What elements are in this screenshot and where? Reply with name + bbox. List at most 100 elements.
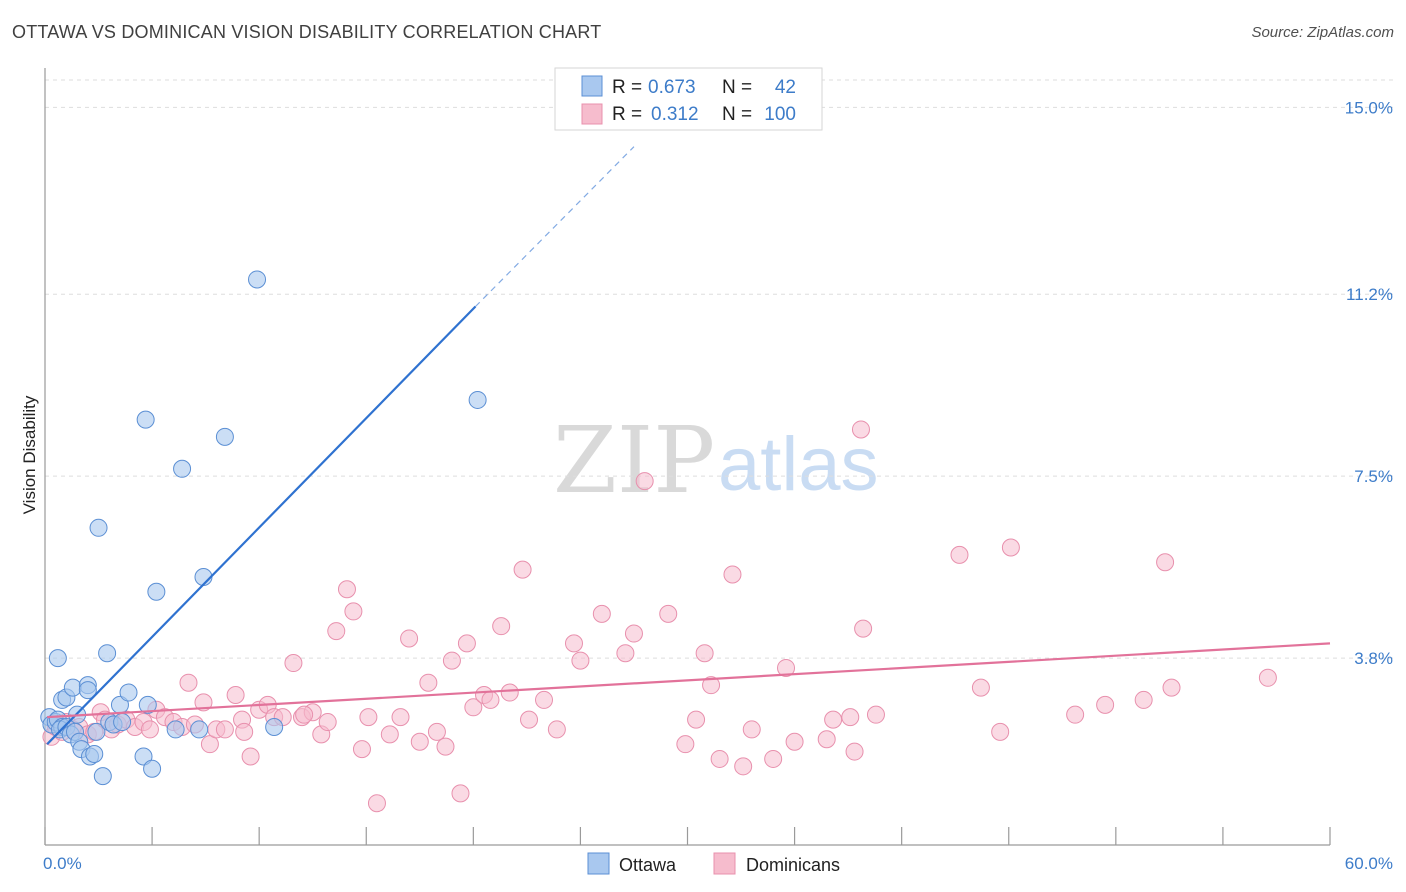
x-axis-ticks bbox=[44, 827, 1331, 845]
ottawa-point bbox=[85, 745, 104, 764]
dominicans-point bbox=[344, 602, 363, 621]
dominicans-point bbox=[1156, 553, 1175, 572]
dominicans-point bbox=[571, 651, 590, 670]
y-tick-label: 3.8% bbox=[1354, 649, 1393, 668]
ottawa-point bbox=[63, 678, 82, 697]
legend-r-label-dominicans: R = bbox=[612, 104, 642, 125]
dominicans-point bbox=[500, 683, 519, 702]
dominicans-point bbox=[481, 690, 500, 709]
ottawa-trend-extension bbox=[475, 146, 635, 307]
dominicans-point bbox=[592, 604, 611, 623]
dominicans-point bbox=[676, 735, 695, 754]
ottawa-point bbox=[89, 518, 108, 537]
ottawa-point bbox=[134, 747, 153, 766]
dominicans-point bbox=[635, 472, 654, 491]
dominicans-point bbox=[687, 710, 706, 729]
legend-n-value-dominicans: 100 bbox=[764, 104, 796, 125]
dominicans-point bbox=[624, 624, 643, 643]
ottawa-point bbox=[98, 644, 117, 663]
ottawa-point bbox=[119, 683, 138, 702]
dominicans-point bbox=[841, 708, 860, 727]
dominicans-point bbox=[785, 732, 804, 751]
watermark-zip: ZIP bbox=[553, 407, 715, 514]
ottawa-point bbox=[48, 649, 67, 668]
series-legend: Ottawa Dominicans bbox=[587, 852, 840, 875]
y-tick-label: 11.2% bbox=[1346, 285, 1393, 304]
ottawa-trend-line bbox=[46, 305, 477, 745]
y-tick-label: 15.0% bbox=[1345, 98, 1393, 117]
ottawa-point bbox=[138, 695, 157, 714]
dominicans-point bbox=[866, 705, 885, 724]
dominicans-point bbox=[327, 622, 346, 641]
gridlines bbox=[45, 79, 1393, 659]
dominicans-point bbox=[367, 794, 386, 813]
dominicans-point bbox=[427, 722, 446, 741]
ottawa-point bbox=[143, 759, 162, 778]
ottawa-point bbox=[113, 713, 132, 732]
dominicans-point bbox=[492, 617, 511, 636]
dominicans-point bbox=[564, 634, 583, 653]
ottawa-point bbox=[136, 410, 155, 429]
dominicans-trend-line bbox=[47, 642, 1331, 719]
dominicans-point bbox=[513, 560, 532, 579]
dominicans-point bbox=[410, 732, 429, 751]
ottawa-point bbox=[78, 681, 97, 700]
dominicans-point bbox=[824, 710, 843, 729]
dominicans-point bbox=[337, 580, 356, 599]
dominicans-point bbox=[659, 604, 678, 623]
dominicans-point bbox=[702, 676, 721, 695]
chart-title: OTTAWA VS DOMINICAN VISION DISABILITY CO… bbox=[12, 22, 602, 42]
dominicans-point bbox=[971, 678, 990, 697]
dominicans-point bbox=[1258, 668, 1277, 687]
bottom-legend-dominicans: Dominicans bbox=[746, 855, 840, 875]
dominicans-point bbox=[457, 634, 476, 653]
legend-n-value-ottawa: 42 bbox=[775, 77, 796, 98]
ottawa-point bbox=[166, 720, 185, 739]
dominicans-point bbox=[140, 720, 159, 739]
bottom-legend-swatch-dominicans bbox=[713, 852, 736, 875]
ottawa-point bbox=[215, 427, 234, 446]
ottawa-point bbox=[147, 582, 166, 601]
dominicans-point bbox=[226, 686, 245, 705]
legend-swatch-dominicans bbox=[581, 103, 603, 125]
ottawa-point bbox=[190, 720, 209, 739]
dominicans-point bbox=[854, 619, 873, 638]
dominicans-point bbox=[723, 565, 742, 584]
dominicans-point bbox=[380, 725, 399, 744]
dominicans-point bbox=[400, 629, 419, 648]
dominicans-point bbox=[742, 720, 761, 739]
dominicans-point bbox=[179, 673, 198, 692]
dominicans-point bbox=[1162, 678, 1181, 697]
dominicans-point bbox=[845, 742, 864, 761]
legend-n-label-dominicans: N = bbox=[722, 104, 752, 125]
ottawa-point bbox=[87, 722, 106, 741]
dominicans-point bbox=[851, 420, 870, 439]
x-tick-label-min: 0.0% bbox=[43, 854, 82, 873]
dominicans-point bbox=[359, 708, 378, 727]
dominicans-point bbox=[616, 644, 635, 663]
dominicans-point bbox=[950, 545, 969, 564]
ottawa-point bbox=[93, 767, 112, 786]
correlation-legend: R = 0.673 N = 42 R = 0.312 N = 100 bbox=[554, 67, 823, 131]
dominicans-point bbox=[235, 722, 254, 741]
y-tick-labels: 3.8% 7.5% 11.2% 15.0% bbox=[1345, 98, 1393, 668]
ottawa-point bbox=[248, 270, 267, 289]
dominicans-point bbox=[734, 757, 753, 776]
trend-lines bbox=[46, 146, 1331, 745]
dominicans-point bbox=[520, 710, 539, 729]
x-tick-label-max: 60.0% bbox=[1345, 854, 1393, 873]
legend-n-label-ottawa: N = bbox=[722, 77, 752, 98]
dominicans-point bbox=[419, 673, 438, 692]
dominicans-point bbox=[535, 690, 554, 709]
dominicans-point bbox=[318, 713, 337, 732]
dominicans-point bbox=[194, 693, 213, 712]
ottawa-point bbox=[173, 459, 192, 478]
dominicans-point bbox=[1096, 695, 1115, 714]
dominicans-point bbox=[295, 705, 314, 724]
dominicans-point bbox=[215, 720, 234, 739]
dominicans-point bbox=[464, 698, 483, 717]
dominicans-point bbox=[817, 730, 836, 749]
dominicans-point bbox=[547, 720, 566, 739]
legend-swatch-ottawa bbox=[581, 75, 603, 97]
y-tick-label: 7.5% bbox=[1354, 467, 1393, 486]
